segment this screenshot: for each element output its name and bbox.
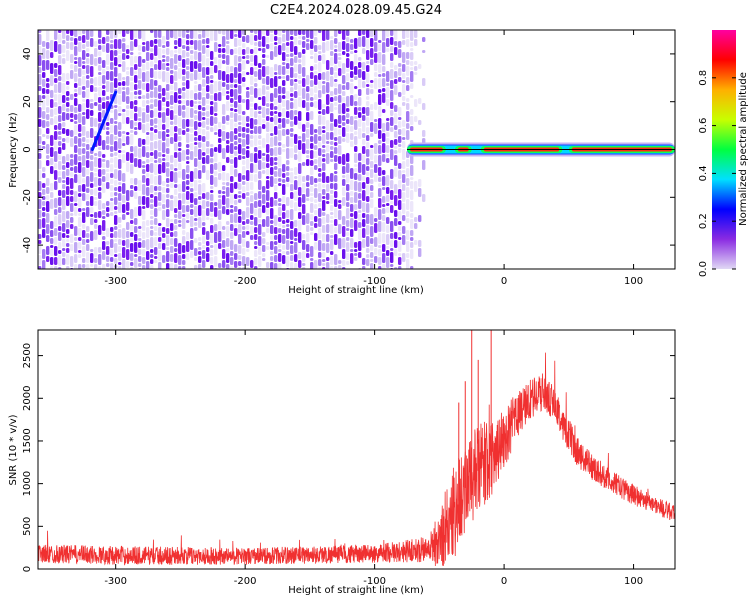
colorbar-ticks: 0.0 0.2 0.4 0.6 0.8 bbox=[698, 70, 736, 277]
x-tick-label: 100 bbox=[624, 576, 643, 587]
y-tick-label: 2000 bbox=[22, 386, 33, 411]
y-tick-label: 1500 bbox=[22, 428, 33, 453]
colorbar-gradient bbox=[712, 30, 736, 269]
y-tick-label: 500 bbox=[22, 517, 33, 536]
meteor-streak bbox=[90, 90, 118, 151]
y-tick-label: 2500 bbox=[22, 343, 33, 368]
snr-ylabel: SNR (10 * v/v) bbox=[8, 414, 19, 485]
colorbar-tick-label: 0.4 bbox=[698, 165, 709, 181]
spectrogram-noise bbox=[38, 30, 426, 269]
colorbar: 0.0 0.2 0.4 0.6 0.8 Normalized spectral ampl… bbox=[698, 30, 749, 277]
y-tick-label: -20 bbox=[22, 189, 33, 205]
colorbar-label: Normalized spectral amplitude bbox=[738, 72, 749, 226]
x-tick-label: 0 bbox=[501, 276, 507, 287]
snr-plot-area bbox=[38, 330, 675, 569]
x-tick-label: 100 bbox=[624, 276, 643, 287]
y-tick-label: 0 bbox=[22, 146, 33, 152]
echo-trace bbox=[406, 142, 675, 157]
y-tick-label: 1000 bbox=[22, 471, 33, 496]
y-tick-label: 20 bbox=[22, 95, 33, 108]
colorbar-tick-label: 0.2 bbox=[698, 213, 709, 229]
snr-spikes bbox=[458, 330, 492, 501]
x-tick-label: 0 bbox=[501, 576, 507, 587]
x-tick-label: -300 bbox=[104, 276, 127, 287]
y-tick-label: 40 bbox=[22, 48, 33, 61]
x-tick-label: -200 bbox=[234, 576, 257, 587]
colorbar-tick-label: 0.8 bbox=[698, 70, 709, 86]
snr-series-line bbox=[38, 352, 675, 566]
figure-title: C2E4.2024.028.09.45.G24 bbox=[270, 3, 442, 18]
x-tick-label: -100 bbox=[363, 276, 386, 287]
colorbar-tick-label: 0.6 bbox=[698, 118, 709, 134]
y-tick-label: 0 bbox=[22, 566, 33, 572]
colorbar-tick-label: 0.0 bbox=[698, 261, 709, 277]
snr-xlabel: Height of straight line (km) bbox=[288, 585, 424, 596]
y-tick-label: -40 bbox=[22, 237, 33, 253]
spectrogram-xlabel: Height of straight line (km) bbox=[288, 285, 424, 296]
snr-frame bbox=[37, 329, 676, 570]
spectrogram-ylabel: Frequency (Hz) bbox=[8, 112, 19, 188]
x-tick-label: -200 bbox=[234, 276, 257, 287]
x-tick-label: -100 bbox=[363, 576, 386, 587]
x-tick-label: -300 bbox=[104, 576, 127, 587]
